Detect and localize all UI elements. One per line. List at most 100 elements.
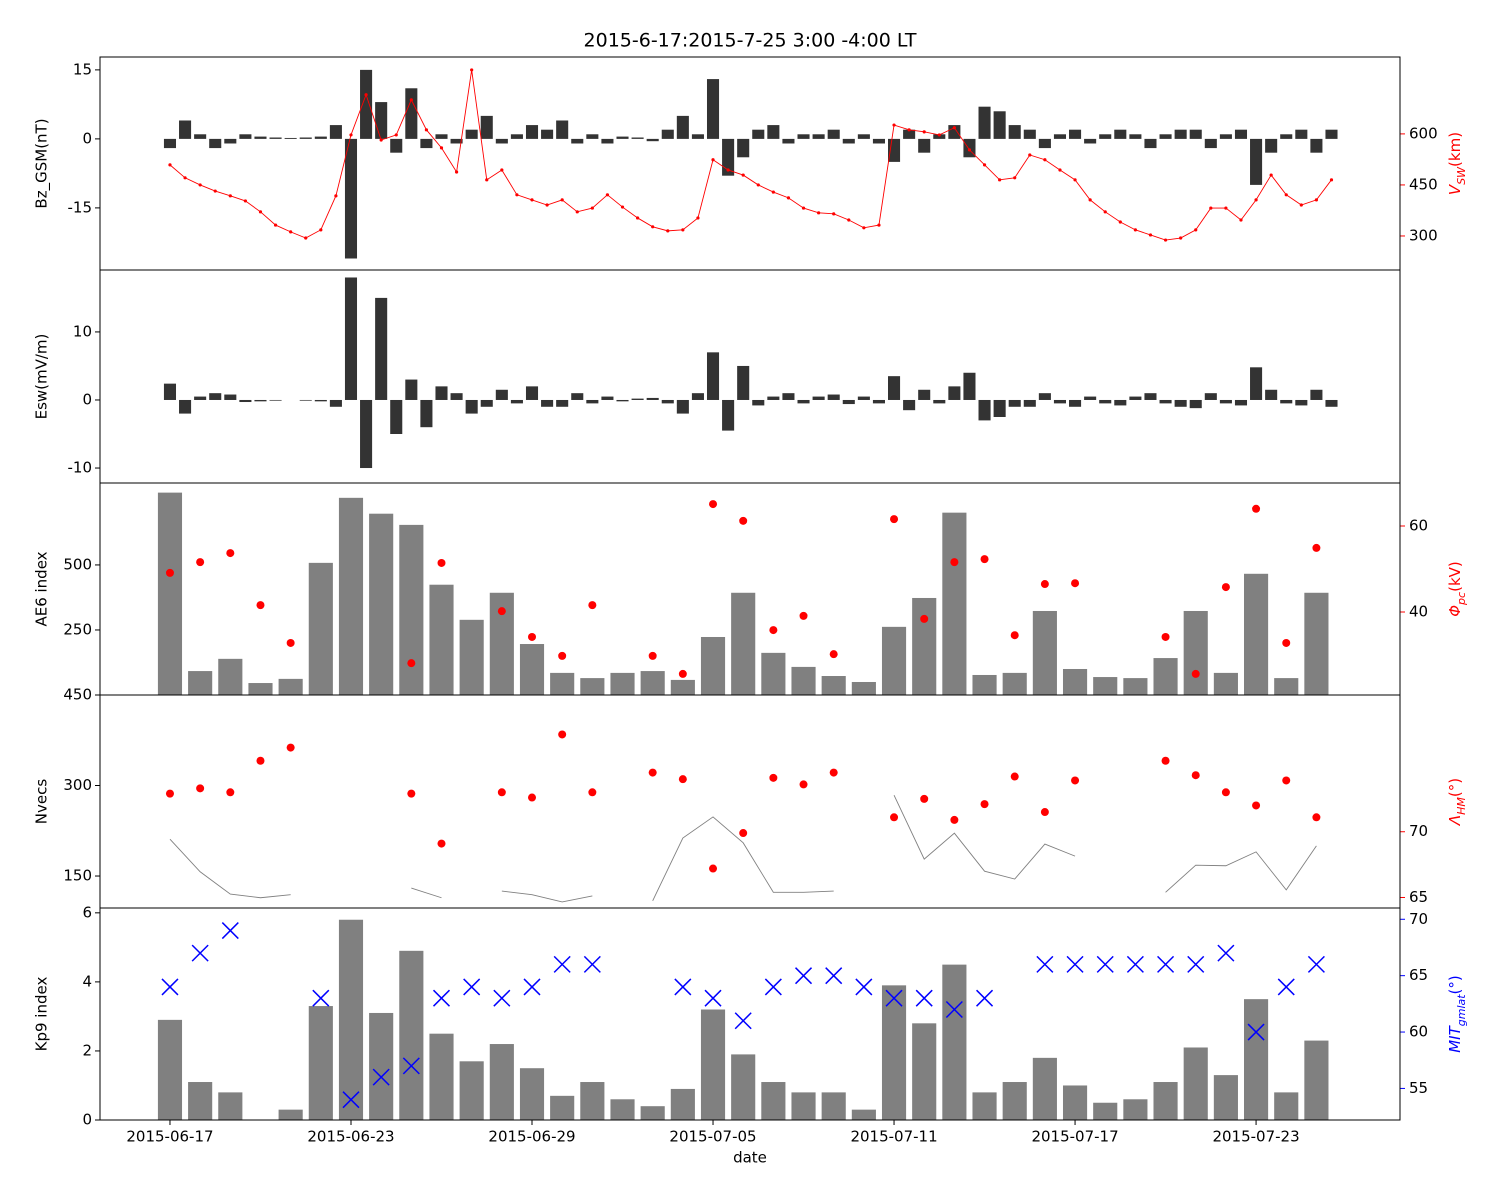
scatter-point: [764, 978, 782, 996]
bar: [1219, 134, 1232, 139]
y2-tick-label: 55: [1409, 1079, 1428, 1097]
y2-tick-label: 40: [1409, 603, 1428, 621]
bar: [700, 1009, 726, 1120]
bar: [857, 134, 870, 139]
bar: [571, 138, 584, 144]
line-point: [1194, 228, 1198, 232]
line-point: [1179, 236, 1183, 240]
line-point: [1269, 173, 1273, 177]
line-point: [439, 146, 444, 150]
x-tick-label: 2015-06-29: [488, 1128, 575, 1146]
line-point: [967, 148, 972, 152]
bar: [767, 125, 780, 139]
bar: [510, 399, 523, 404]
panel: 2015-6-17:2015-7-25 3:00 -4:00 LT -15 0 15 B…: [33, 30, 1468, 271]
line: [501, 890, 593, 903]
bar: [525, 386, 539, 400]
bar: [691, 393, 704, 400]
line-point: [394, 133, 398, 137]
scatter-point: [1252, 504, 1261, 513]
panel: -10 0 10 Esw(mV/m): [33, 269, 1401, 484]
bar: [903, 399, 916, 411]
bar: [188, 1082, 213, 1120]
bar: [194, 396, 207, 400]
bar: [827, 129, 840, 139]
line-point: [1088, 198, 1092, 202]
scatter-point: [855, 978, 873, 996]
scatter-point: [437, 839, 446, 848]
bar: [972, 674, 997, 695]
plot-area: [165, 730, 1321, 903]
bar: [580, 678, 605, 695]
bar: [827, 394, 840, 400]
bar: [661, 399, 674, 404]
bar: [631, 137, 644, 139]
bar: [1084, 138, 1097, 144]
plot-area: [163, 68, 1338, 259]
line: [169, 838, 291, 899]
bar: [731, 592, 756, 695]
line-point: [620, 205, 625, 209]
bar: [495, 138, 508, 144]
bar: [1084, 396, 1097, 400]
bar: [550, 1095, 575, 1120]
bar: [1325, 399, 1338, 407]
bar: [1123, 1099, 1148, 1120]
scatter-point: [372, 1068, 390, 1086]
bar: [525, 125, 539, 139]
line-point: [590, 206, 594, 210]
scatter-point: [945, 1000, 963, 1019]
scatter-point: [1161, 756, 1170, 765]
scatter-point: [221, 922, 239, 940]
panel: 150 300 450 Nvecs 65 70 ΛHM(°): [33, 686, 1468, 909]
scatter-point: [312, 989, 330, 1007]
line-point: [862, 226, 866, 230]
bar: [881, 985, 907, 1120]
bar: [429, 584, 454, 695]
bar: [918, 389, 931, 400]
scatter-point: [1071, 579, 1080, 588]
bar: [978, 399, 991, 421]
y-axis-label: AE6 index: [33, 551, 51, 626]
bar: [903, 129, 916, 139]
scatter-point: [829, 650, 838, 659]
line-point: [666, 229, 670, 233]
scatter-point: [674, 978, 692, 996]
scatter-point: [407, 789, 416, 798]
line-point: [952, 126, 956, 130]
bar: [782, 393, 795, 400]
scatter-point: [493, 989, 511, 1007]
bar: [541, 129, 554, 139]
scatter-point: [769, 626, 778, 635]
scatter-point: [1312, 543, 1321, 552]
bar: [450, 393, 463, 400]
axes-frame: [99, 56, 1401, 271]
bar: [194, 134, 207, 139]
y-tick-label: -15: [68, 198, 93, 216]
bar: [912, 597, 937, 695]
y-axis-label: Bz_GSM(nT): [33, 118, 52, 208]
plot-area: [157, 919, 1329, 1120]
bar: [1310, 389, 1323, 400]
y2-tick-label: 450: [1409, 175, 1438, 193]
bar: [1183, 1047, 1208, 1120]
line-point: [1239, 218, 1243, 222]
y2-axis-label: Φpc(kV): [1446, 561, 1468, 617]
scatter-point: [402, 1057, 420, 1075]
bar: [519, 1068, 545, 1120]
bar: [1204, 393, 1217, 400]
y-tick-label: -10: [68, 459, 93, 477]
bar: [872, 399, 885, 404]
bar: [601, 138, 614, 144]
line-point: [424, 128, 429, 132]
y-axis-label: Esw(mV/m): [33, 334, 51, 420]
scatter-point: [226, 788, 235, 797]
bar: [797, 134, 810, 139]
line-point: [168, 163, 172, 167]
bar: [933, 399, 946, 404]
bar: [610, 672, 635, 695]
scatter-point: [1096, 955, 1114, 973]
scatter-point: [1010, 631, 1019, 640]
bar: [1295, 399, 1308, 406]
scatter-point: [1312, 813, 1321, 822]
